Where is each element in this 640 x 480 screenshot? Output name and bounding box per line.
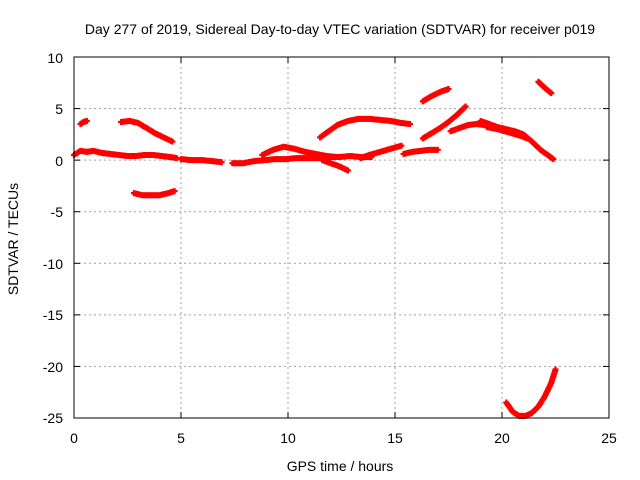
series-arc-1 xyxy=(71,147,180,162)
x-tick-label: 5 xyxy=(177,430,185,446)
x-axis-label: GPS time / hours xyxy=(287,458,394,474)
data-points xyxy=(71,78,559,419)
series-arc-12 xyxy=(419,85,452,105)
series-arc-11 xyxy=(400,146,441,157)
series-arc-5 xyxy=(178,156,225,166)
series-arc-4 xyxy=(130,188,178,199)
y-tick-label: -10 xyxy=(43,256,63,272)
chart-title: Day 277 of 2019, Sidereal Day-to-day VTE… xyxy=(85,21,595,37)
x-tick-label: 0 xyxy=(70,430,78,446)
data-point xyxy=(218,159,225,166)
series-arc-9 xyxy=(357,142,405,162)
x-tick-label: 15 xyxy=(387,430,403,446)
series-arc-10 xyxy=(317,115,413,141)
series-arc-7 xyxy=(259,143,341,161)
series-arc-13 xyxy=(419,103,469,142)
data-point xyxy=(83,117,90,124)
data-point xyxy=(548,90,555,97)
series-arc-6 xyxy=(229,153,375,167)
data-point xyxy=(398,142,405,149)
plot-frame xyxy=(73,56,610,419)
x-tick-label: 10 xyxy=(280,430,296,446)
y-tick-label: 10 xyxy=(47,50,63,66)
y-tick-label: -15 xyxy=(43,307,63,323)
series-arc-3 xyxy=(118,117,176,145)
data-point xyxy=(344,167,351,174)
y-tick-label: -20 xyxy=(43,359,63,375)
series-arc-18 xyxy=(503,366,559,419)
axis-tick-marks xyxy=(73,56,610,419)
data-point xyxy=(171,188,178,195)
y-tick-label: 0 xyxy=(55,153,63,169)
y-tick-label: -5 xyxy=(51,204,64,220)
series-arc-8 xyxy=(319,157,351,174)
x-tick-label: 25 xyxy=(601,430,617,446)
grid-lines xyxy=(74,57,609,418)
data-point xyxy=(434,146,441,153)
data-point xyxy=(462,103,469,110)
data-point xyxy=(550,156,557,163)
x-axis-ticks: 0 5 10 15 20 25 xyxy=(70,430,617,446)
y-axis-label: SDTVAR / TECUs xyxy=(5,183,21,295)
data-point xyxy=(552,366,559,373)
data-point xyxy=(445,85,452,92)
data-point xyxy=(406,121,413,128)
data-point xyxy=(334,154,341,161)
data-point xyxy=(524,135,531,142)
y-axis-ticks: 10 5 0 -5 -10 -15 -20 -25 xyxy=(43,50,63,426)
y-tick-label: 5 xyxy=(55,101,63,117)
x-tick-label: 20 xyxy=(494,430,510,446)
series-arc-17 xyxy=(535,78,555,97)
series-arc-16 xyxy=(484,124,531,142)
series-arc-2 xyxy=(77,117,90,128)
data-point xyxy=(169,138,176,145)
y-tick-label: -25 xyxy=(43,410,63,426)
